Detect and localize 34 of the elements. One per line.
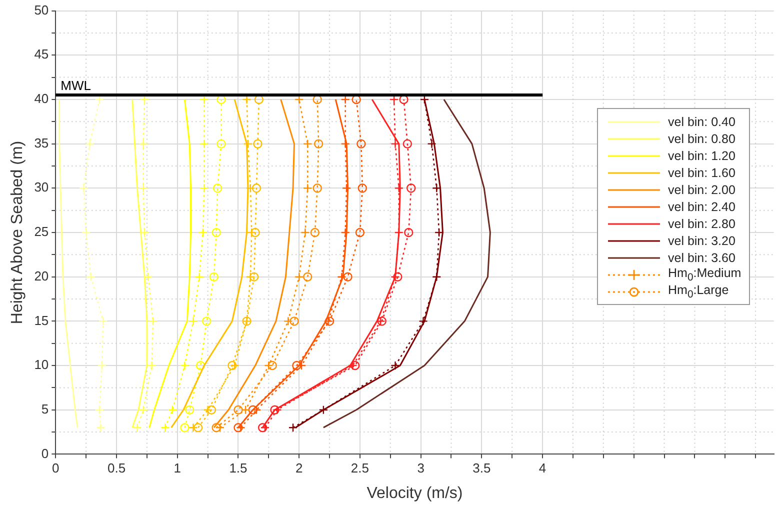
- legend-label: vel bin: 2.00: [668, 182, 736, 196]
- y-tick-label: 50: [34, 2, 49, 18]
- y-tick-label: 35: [34, 135, 49, 150]
- y-tick-label: 30: [34, 180, 49, 195]
- x-tick-label: 1.5: [229, 460, 248, 476]
- legend-label: vel bin: 2.80: [668, 216, 736, 230]
- y-tick-label: 15: [34, 312, 49, 328]
- x-tick-label: 2.5: [350, 460, 369, 476]
- legend-label: vel bin: 0.40: [668, 114, 736, 128]
- legend-label: vel bin: 1.20: [668, 148, 736, 162]
- legend-label: vel bin: 2.40: [668, 200, 736, 214]
- x-tick-label: 0.5: [107, 460, 126, 476]
- legend-label: vel bin: 3.20: [668, 234, 736, 248]
- y-tick-label: 5: [41, 401, 49, 416]
- y-tick-label: 45: [34, 46, 49, 62]
- legend-label: Hm$_{0}$:Large: [668, 282, 729, 300]
- y-tick-label: 10: [34, 357, 49, 372]
- legend-label: Hm$_{0}$:Medium: [668, 266, 742, 284]
- y-tick-label: 25: [34, 224, 49, 240]
- x-tick-label: 3.5: [472, 460, 491, 476]
- legend-label: vel bin: 1.60: [668, 166, 736, 180]
- legend-label: vel bin: 0.80: [668, 132, 736, 146]
- x-axis-title: Velocity (m/s): [366, 484, 463, 502]
- y-tick-label: 40: [34, 91, 49, 106]
- x-tick-label: 1: [174, 460, 181, 476]
- x-tick-label: 3: [417, 460, 424, 476]
- x-tick-label: 0: [52, 460, 60, 476]
- y-axis-title: Height Above Seabed (m): [9, 140, 26, 324]
- y-tick-label: 0: [41, 446, 49, 461]
- ref-line-label: MWL: [60, 78, 92, 94]
- x-tick-label: 4: [538, 460, 546, 476]
- x-tick-label: 2: [295, 460, 303, 476]
- legend-label: vel bin: 3.60: [668, 250, 736, 264]
- y-tick-label: 20: [34, 268, 49, 284]
